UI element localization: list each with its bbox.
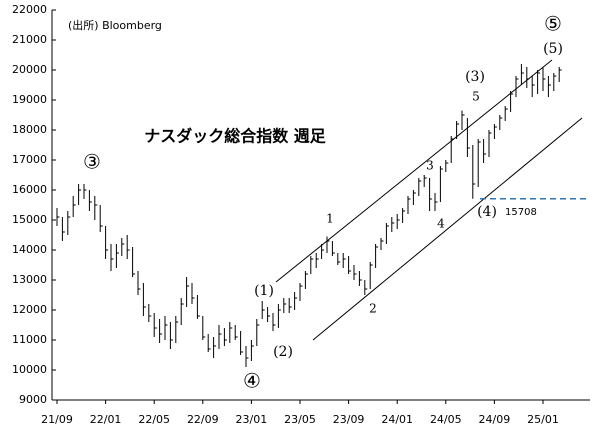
x-tick-label: 22/05 <box>138 413 170 426</box>
y-tick-label: 11000 <box>12 333 47 346</box>
y-tick-label: 9000 <box>19 393 47 406</box>
x-tick-label: 23/01 <box>236 413 268 426</box>
x-tick-label: 24/09 <box>479 413 511 426</box>
wave-label: (2) <box>273 344 293 360</box>
y-tick-label: 21000 <box>12 33 47 46</box>
y-tick-label: 16000 <box>12 183 47 196</box>
wave-label: ③ <box>83 150 101 174</box>
wave-label: 3 <box>426 159 434 173</box>
x-tick-label: 22/09 <box>187 413 219 426</box>
y-tick-label: 12000 <box>12 303 47 316</box>
channel-lower <box>312 117 583 341</box>
y-tick-label: 10000 <box>12 363 47 376</box>
wave-label: 2 <box>369 302 377 316</box>
x-tick-label: 22/01 <box>90 413 122 426</box>
y-tick-label: 17000 <box>12 153 47 166</box>
reference-label: 15708 <box>505 207 537 218</box>
x-tick-label: 25/01 <box>527 413 559 426</box>
y-tick-label: 15000 <box>12 213 47 226</box>
y-tick-label: 14000 <box>12 243 47 256</box>
wave-label: ⑤ <box>544 12 562 36</box>
wave-label: ④ <box>243 369 261 393</box>
wave-label: 5 <box>472 90 480 104</box>
wave-label: (5) <box>543 41 563 57</box>
x-tick-label: 24/05 <box>430 413 462 426</box>
y-tick-label: 13000 <box>12 273 47 286</box>
chart-title: ナスダック総合指数 週足 <box>144 127 327 146</box>
wave-label: (4) <box>477 204 497 220</box>
wave-label: (3) <box>465 69 485 85</box>
x-tick-label: 23/09 <box>333 413 365 426</box>
x-tick-label: 21/09 <box>41 413 73 426</box>
wave-label: 4 <box>437 217 445 231</box>
y-tick-label: 19000 <box>12 93 47 106</box>
y-tick-label: 18000 <box>12 123 47 136</box>
wave-label: (1) <box>254 283 274 299</box>
wave-label: 1 <box>326 212 334 226</box>
x-tick-label: 23/05 <box>284 413 316 426</box>
source-note: (出所) Bloomberg <box>68 18 162 32</box>
y-tick-label: 22000 <box>12 3 47 16</box>
x-tick-label: 24/01 <box>381 413 413 426</box>
y-tick-label: 20000 <box>12 63 47 76</box>
